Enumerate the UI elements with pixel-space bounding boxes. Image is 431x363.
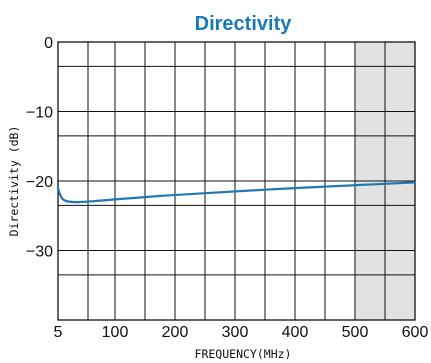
y-tick-label: −10 <box>26 105 53 122</box>
chart-title: Directivity <box>195 13 293 35</box>
x-axis-label: FREQUENCY(MHz) <box>195 347 292 361</box>
x-tick-label: 300 <box>222 324 249 341</box>
series-line <box>56 181 416 204</box>
y-tick-label: 0 <box>44 35 53 52</box>
x-tick-label: 5 <box>54 324 63 341</box>
x-tick-label: 100 <box>102 324 129 341</box>
x-tick-label: 600 <box>402 324 429 341</box>
y-axis-label: Directivity (dB) <box>7 126 21 237</box>
x-tick-label: 400 <box>282 324 309 341</box>
x-tick-label: 500 <box>342 324 369 341</box>
y-tick-label: −20 <box>26 174 53 191</box>
plot-frame <box>57 41 416 321</box>
x-tick-label: 200 <box>162 324 189 341</box>
tick-labels: 5 100 200 300 400 500 600 0 −10 −20 −30 <box>26 35 429 341</box>
y-tick-label: −30 <box>26 244 53 261</box>
